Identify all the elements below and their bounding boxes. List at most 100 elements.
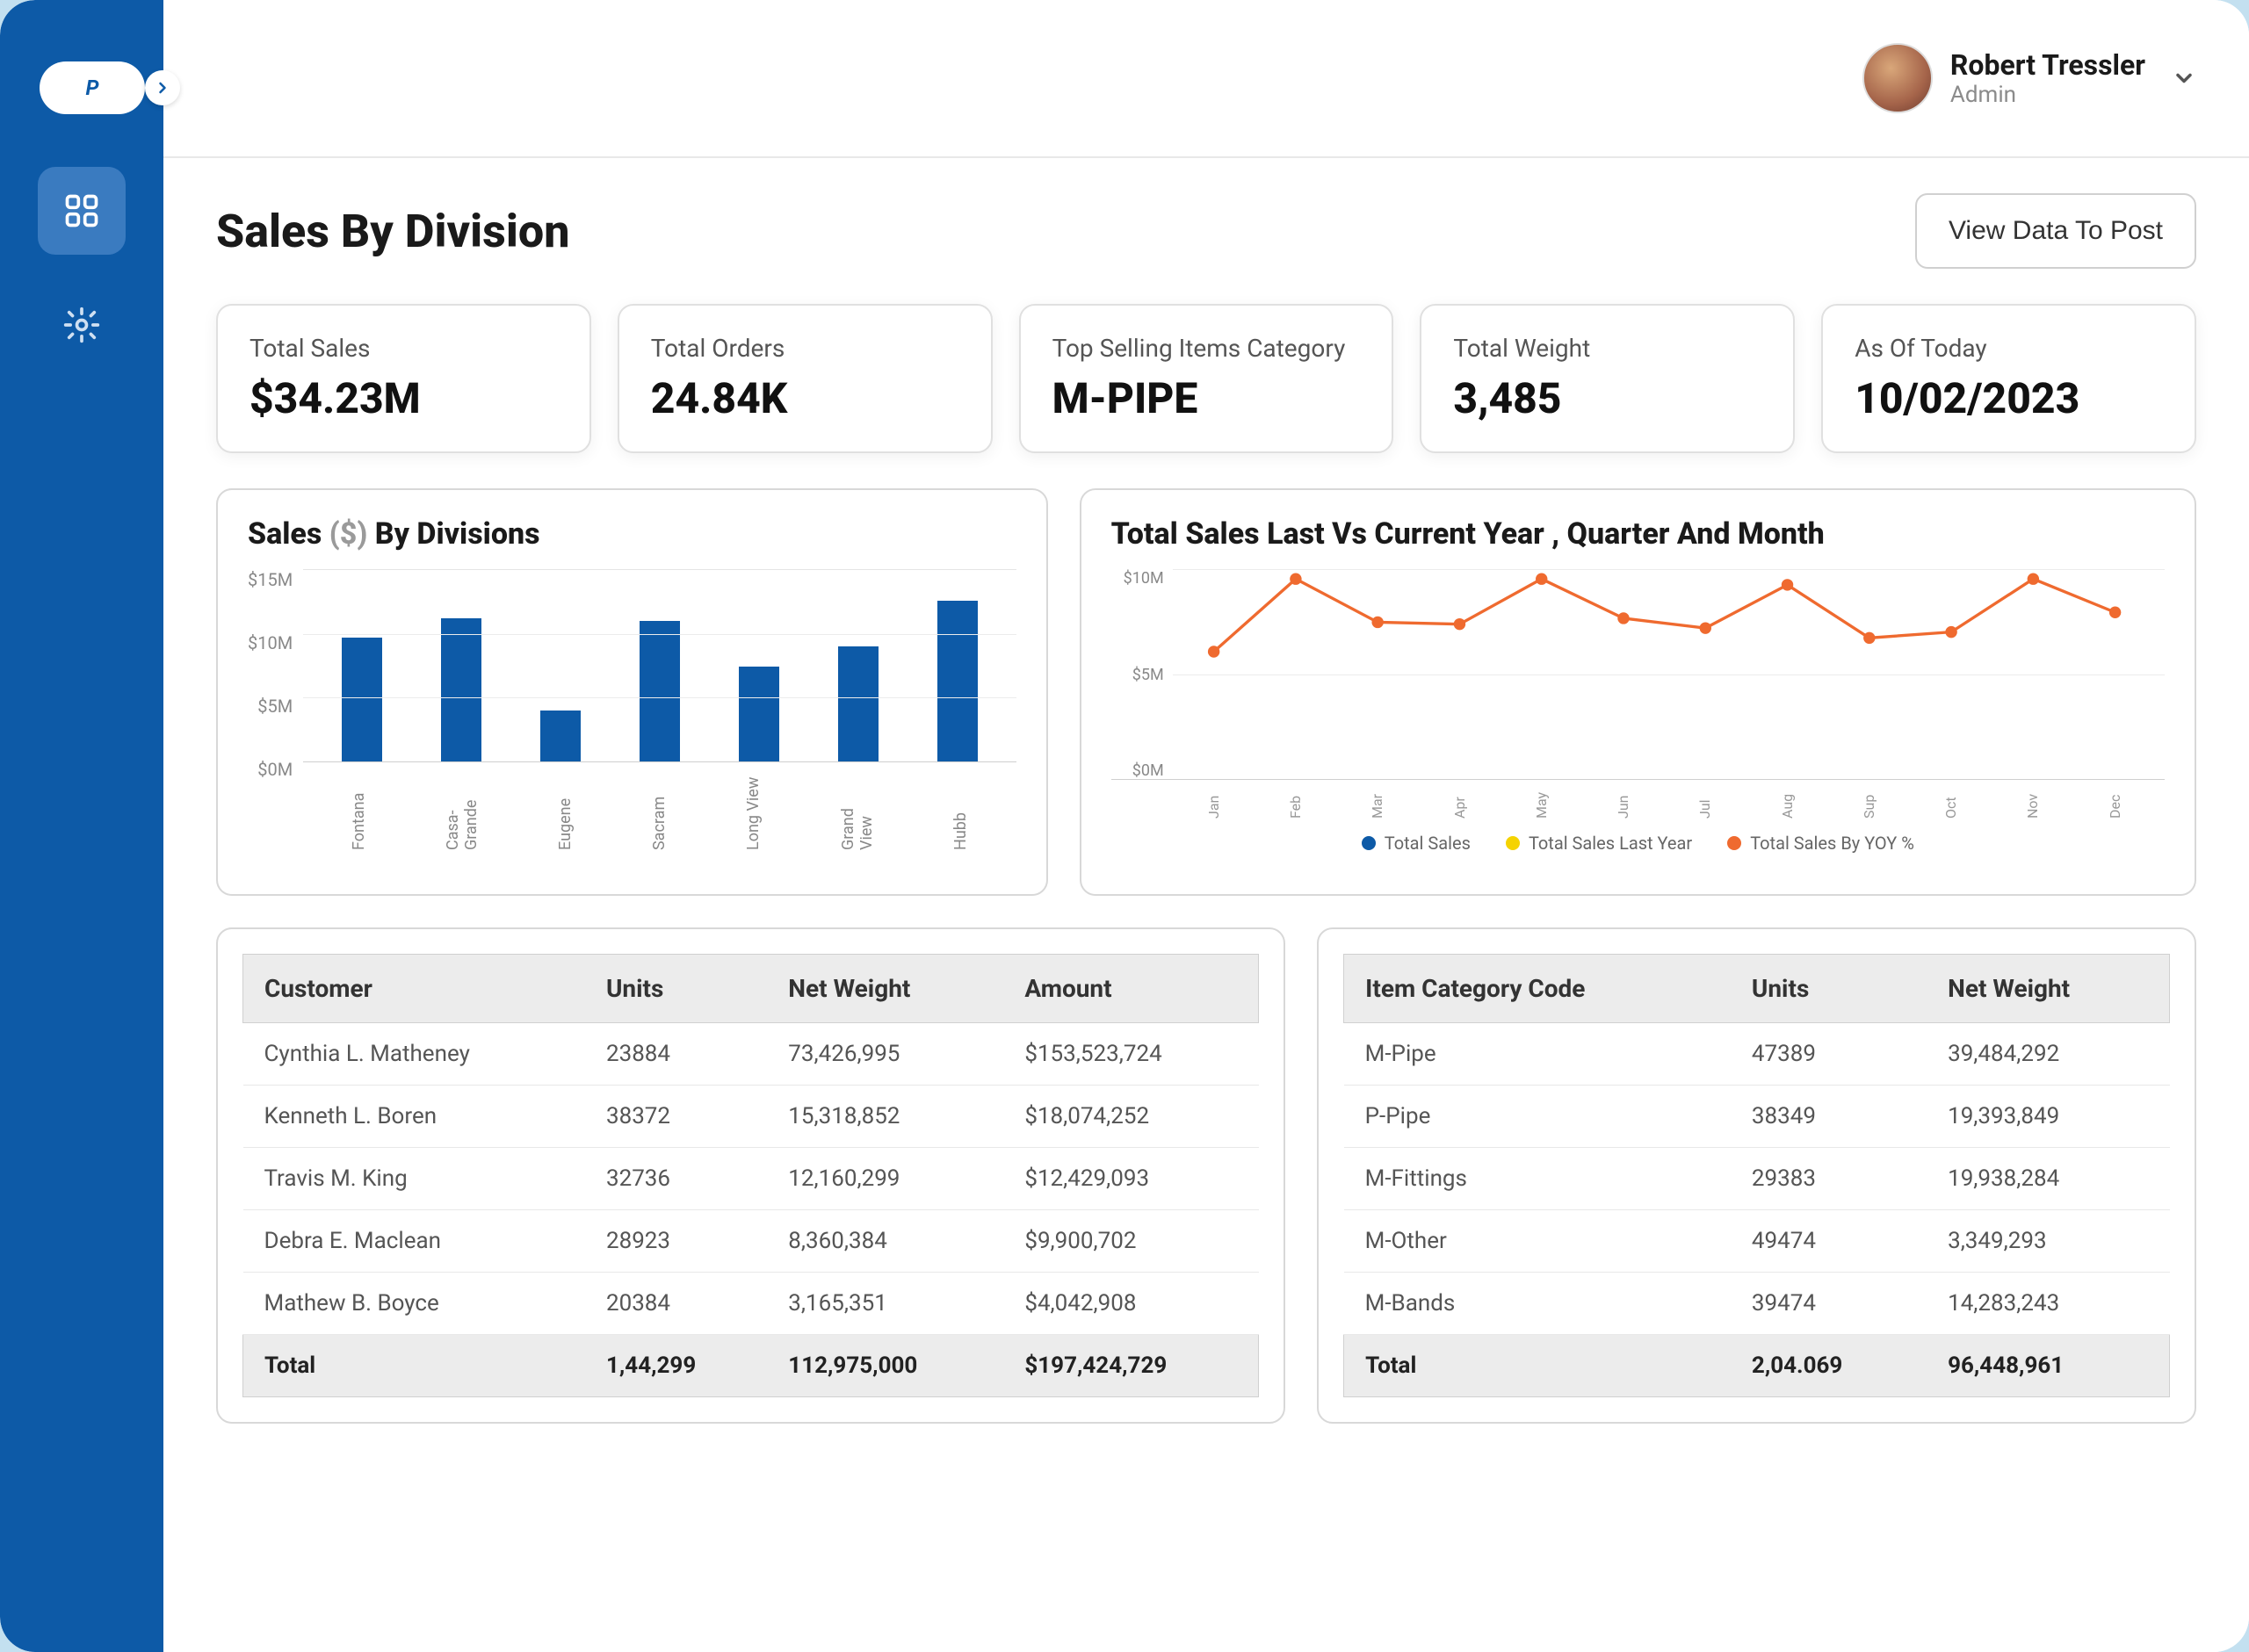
table-row[interactable]: Travis M. King3273612,160,299$12,429,093 xyxy=(243,1148,1259,1210)
category-table-card: Item Category CodeUnitsNet Weight M-Pipe… xyxy=(1317,927,2196,1424)
customer-table-card: CustomerUnitsNet WeightAmount Cynthia L.… xyxy=(216,927,1285,1424)
table-cell: 39474 xyxy=(1731,1273,1927,1335)
expand-sidebar-button[interactable] xyxy=(145,70,180,105)
x-axis-label: Nov xyxy=(2024,787,2041,819)
division-bar[interactable] xyxy=(640,621,680,761)
x-axis-label: Sacram xyxy=(650,771,669,850)
nav-dashboard[interactable] xyxy=(38,167,126,255)
table-row[interactable]: M-Fittings2938319,938,284 xyxy=(1344,1148,2170,1210)
kpi-label: Total Sales xyxy=(249,334,558,363)
table-cell: $4,042,908 xyxy=(1003,1273,1258,1335)
table-cell: 38372 xyxy=(585,1086,767,1148)
x-axis-label: Grand View xyxy=(839,771,876,850)
kpi-card: As Of Today 10/02/2023 xyxy=(1821,304,2196,453)
legend-item: Total Sales Last Year xyxy=(1506,833,1692,854)
table-row[interactable]: Kenneth L. Boren3837215,318,852$18,074,2… xyxy=(243,1086,1259,1148)
customer-table: CustomerUnitsNet WeightAmount Cynthia L.… xyxy=(242,954,1259,1397)
table-cell: M-Fittings xyxy=(1344,1148,1731,1210)
kpi-label: Total Weight xyxy=(1453,334,1761,363)
division-bar[interactable] xyxy=(342,638,382,761)
view-data-to-post-button[interactable]: View Data To Post xyxy=(1915,193,2196,269)
table-row[interactable]: P-Pipe3834919,393,849 xyxy=(1344,1086,2170,1148)
table-cell: Debra E. Maclean xyxy=(243,1210,585,1273)
table-cell: P-Pipe xyxy=(1344,1086,1731,1148)
kpi-value: $34.23M xyxy=(249,373,558,423)
division-bar[interactable] xyxy=(937,601,978,761)
legend-item: Total Sales By YOY % xyxy=(1727,833,1914,854)
table-cell: 32736 xyxy=(585,1148,767,1210)
user-menu[interactable]: Robert Tressler Admin xyxy=(1862,43,2196,113)
kpi-card: Top Selling Items Category M-PIPE xyxy=(1019,304,1394,453)
table-cell: 14,283,243 xyxy=(1927,1273,2169,1335)
table-cell: 38349 xyxy=(1731,1086,1927,1148)
table-cell: 19,938,284 xyxy=(1927,1148,2169,1210)
table-row[interactable]: M-Bands3947414,283,243 xyxy=(1344,1273,2170,1335)
kpi-value: M-PIPE xyxy=(1052,373,1361,423)
comparison-chart-title: Total Sales Last Vs Current Year , Quart… xyxy=(1111,516,2165,552)
column-header: Item Category Code xyxy=(1344,955,1731,1023)
table-cell: 1,44,299 xyxy=(585,1335,767,1397)
table-cell: 29383 xyxy=(1731,1148,1927,1210)
logo[interactable]: P xyxy=(40,61,145,114)
page-title: Sales By Division xyxy=(216,205,569,258)
x-axis-label: Hubb xyxy=(951,771,970,850)
table-cell: 2,04.069 xyxy=(1731,1335,1927,1397)
user-name: Robert Tressler xyxy=(1950,48,2145,82)
main: Robert Tressler Admin Sales By Division … xyxy=(163,0,2249,1652)
table-row[interactable]: M-Pipe4738939,484,292 xyxy=(1344,1023,2170,1086)
table-cell: 112,975,000 xyxy=(767,1335,1003,1397)
topbar: Robert Tressler Admin xyxy=(163,0,2249,158)
x-axis-label: Apr xyxy=(1451,787,1468,819)
table-cell: 3,349,293 xyxy=(1927,1210,2169,1273)
division-bar[interactable] xyxy=(739,667,779,761)
table-cell: M-Other xyxy=(1344,1210,1731,1273)
sidebar: P xyxy=(0,0,163,1652)
x-axis-label: Eugene xyxy=(556,771,575,850)
x-axis-label: Long View xyxy=(744,771,763,850)
table-row[interactable]: Mathew B. Boyce203843,165,351$4,042,908 xyxy=(243,1273,1259,1335)
comparison-chart-card: Total Sales Last Vs Current Year , Quart… xyxy=(1080,488,2196,896)
table-cell: 19,393,849 xyxy=(1927,1086,2169,1148)
x-axis-label: Casa-Grande xyxy=(444,771,481,850)
table-cell: 8,360,384 xyxy=(767,1210,1003,1273)
gear-icon xyxy=(62,306,101,344)
nav-settings[interactable] xyxy=(38,281,126,369)
table-cell: 39,484,292 xyxy=(1927,1023,2169,1086)
x-axis-label: Jul xyxy=(1696,787,1713,819)
table-cell: $18,074,252 xyxy=(1003,1086,1258,1148)
table-cell: 47389 xyxy=(1731,1023,1927,1086)
chevron-right-icon xyxy=(154,79,171,97)
table-cell: M-Bands xyxy=(1344,1273,1731,1335)
table-cell: $9,900,702 xyxy=(1003,1210,1258,1273)
table-row[interactable]: Debra E. Maclean289238,360,384$9,900,702 xyxy=(243,1210,1259,1273)
table-row[interactable]: M-Other494743,349,293 xyxy=(1344,1210,2170,1273)
x-axis-label: Jan xyxy=(1205,787,1222,819)
app-frame: P xyxy=(0,0,2249,1652)
division-bar[interactable] xyxy=(441,618,481,761)
kpi-label: As Of Today xyxy=(1855,334,2163,363)
table-cell: 23884 xyxy=(585,1023,767,1086)
table-cell: Total xyxy=(1344,1335,1731,1397)
division-bar[interactable] xyxy=(540,711,581,761)
avatar xyxy=(1862,43,1933,113)
division-bar[interactable] xyxy=(838,646,879,761)
table-cell: 12,160,299 xyxy=(767,1148,1003,1210)
chevron-down-icon xyxy=(2172,66,2196,90)
x-axis-label: Fontana xyxy=(350,771,368,850)
kpi-card: Total Weight 3,485 xyxy=(1420,304,1795,453)
x-axis-label: Mar xyxy=(1369,787,1385,819)
kpi-value: 10/02/2023 xyxy=(1855,373,2163,423)
x-axis-label: Jun xyxy=(1615,787,1631,819)
table-cell: Total xyxy=(243,1335,585,1397)
user-role: Admin xyxy=(1950,82,2145,108)
column-header: Net Weight xyxy=(767,955,1003,1023)
table-cell: 15,318,852 xyxy=(767,1086,1003,1148)
kpi-label: Top Selling Items Category xyxy=(1052,334,1361,363)
column-header: Net Weight xyxy=(1927,955,2169,1023)
content: Sales By Division View Data To Post Tota… xyxy=(163,158,2249,1652)
table-cell: 20384 xyxy=(585,1273,767,1335)
kpi-value: 3,485 xyxy=(1453,373,1761,423)
kpi-value: 24.84K xyxy=(651,373,959,423)
table-row[interactable]: Cynthia L. Matheney2388473,426,995$153,5… xyxy=(243,1023,1259,1086)
table-cell: Kenneth L. Boren xyxy=(243,1086,585,1148)
